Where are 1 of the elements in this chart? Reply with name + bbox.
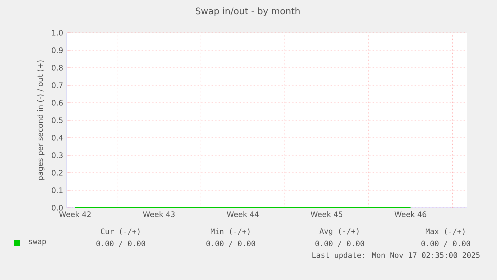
chart-title: Swap in/out - by month	[196, 8, 300, 16]
